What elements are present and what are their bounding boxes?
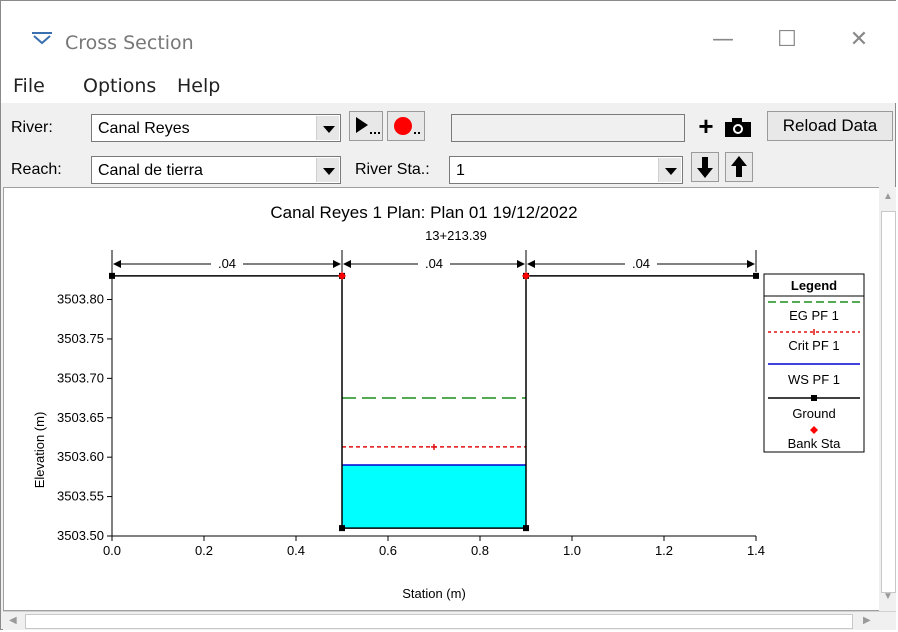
legend-swatch-marker	[811, 395, 817, 401]
x-tick-label: 0.8	[471, 543, 489, 558]
chevron-down-icon[interactable]	[316, 116, 339, 140]
y-tick-label: 3503.60	[57, 449, 104, 464]
manning-n-label: .04	[632, 256, 650, 271]
horizontal-scrollbar[interactable]: ◀ ▶	[3, 611, 896, 630]
ground-line	[112, 275, 756, 529]
x-tick-label: 1.4	[747, 543, 765, 558]
river-select[interactable]: Canal Reyes	[91, 114, 341, 142]
legend: Legend EG PF 1 Crit PF 1 WS PF 1 Ground Bank …	[763, 273, 865, 453]
play-button[interactable]	[349, 111, 383, 141]
arrow-left-icon	[527, 260, 535, 268]
arrow-right-icon	[747, 260, 755, 268]
scroll-down-icon[interactable]: ▼	[883, 591, 893, 602]
y-tick-label: 3503.75	[57, 331, 104, 346]
bank-station-marker	[338, 271, 346, 280]
arrow-left-icon	[113, 260, 121, 268]
manning-n-label: .04	[425, 256, 443, 271]
chevron-down-icon[interactable]	[316, 158, 339, 182]
reach-label: Reach:	[11, 161, 62, 178]
play-icon	[356, 117, 380, 134]
legend-label: Ground	[792, 406, 835, 421]
legend-swatch-marker	[810, 426, 818, 434]
chart-title: Canal Reyes 1 Plan: Plan 01 19/12/2022	[270, 203, 577, 222]
water-surface-icon	[32, 32, 52, 45]
y-tick-label: 3503.65	[57, 410, 104, 425]
y-tick-label: 3503.55	[57, 489, 104, 504]
arrow-down-icon	[697, 157, 713, 178]
menu-help[interactable]: Help	[177, 75, 221, 97]
scroll-right-icon[interactable]: ▶	[863, 615, 871, 626]
scroll-thumb[interactable]	[881, 211, 896, 593]
legend-title: Legend	[791, 278, 837, 293]
reload-data-button[interactable]: Reload Data	[767, 111, 893, 141]
scroll-left-icon[interactable]: ◀	[9, 615, 17, 626]
legend-label: EG PF 1	[789, 308, 839, 323]
river-station-label: River Sta.:	[355, 161, 430, 178]
river-station-select[interactable]: 1	[449, 156, 683, 184]
x-tick-label: 0.4	[287, 543, 305, 558]
y-axis-label: Elevation (m)	[32, 412, 47, 489]
arrow-up-icon	[731, 156, 747, 177]
add-button[interactable]: +	[698, 111, 714, 141]
menu-file[interactable]: File	[13, 75, 45, 97]
legend-label: WS PF 1	[788, 372, 840, 387]
x-tick-label: 0.2	[195, 543, 213, 558]
river-select-value: Canal Reyes	[98, 120, 190, 137]
chevron-down-icon[interactable]	[658, 158, 681, 182]
close-button[interactable]: ✕	[849, 27, 869, 52]
window-title: Cross Section	[65, 32, 194, 54]
menu-bar: File Options Help	[1, 65, 897, 103]
arrow-left-icon	[343, 260, 351, 268]
x-tick-label: 1.0	[563, 543, 581, 558]
maximize-button[interactable]: ☐	[777, 27, 797, 52]
y-tick-label: 3503.80	[57, 292, 104, 307]
record-icon	[394, 117, 420, 135]
river-station-value: 1	[456, 162, 465, 179]
legend-label: Crit PF 1	[788, 338, 839, 353]
ground-point	[753, 272, 759, 279]
y-tick-label: 3503.50	[57, 528, 104, 543]
ground-point	[523, 525, 529, 532]
minimize-button[interactable]: —	[712, 27, 734, 52]
menu-options[interactable]: Options	[83, 75, 157, 97]
plot-area[interactable]: Canal Reyes 1 Plan: Plan 01 19/12/2022 1…	[3, 187, 881, 611]
camera-icon[interactable]	[723, 115, 753, 139]
scroll-up-icon[interactable]: ▲	[883, 191, 893, 202]
vertical-scrollbar[interactable]: ▲ ▼	[879, 187, 896, 611]
cross-section-chart: Canal Reyes 1 Plan: Plan 01 19/12/2022 1…	[32, 203, 865, 601]
bank-station-marker	[522, 271, 530, 280]
scroll-thumb-h[interactable]	[25, 614, 853, 629]
reach-select[interactable]: Canal de tierra	[91, 156, 341, 184]
manning-n-label: .04	[218, 256, 236, 271]
arrow-right-icon	[333, 260, 341, 268]
title-bar: Cross Section — ☐ ✕	[1, 1, 897, 65]
arrow-right-icon	[517, 260, 525, 268]
ground-point	[339, 525, 345, 532]
legend-box	[763, 273, 865, 453]
station-up-button[interactable]	[725, 152, 753, 182]
x-axis-label: Station (m)	[402, 586, 466, 601]
water-fill	[342, 465, 526, 529]
animation-field[interactable]	[451, 114, 685, 142]
river-label: River:	[11, 119, 53, 136]
x-tick-label: 0.0	[103, 543, 121, 558]
x-tick-label: 1.2	[655, 543, 673, 558]
station-down-button[interactable]	[691, 152, 719, 182]
y-tick-label: 3503.70	[57, 370, 104, 385]
ground-point	[109, 272, 115, 279]
record-button[interactable]	[387, 111, 425, 141]
reach-select-value: Canal de tierra	[98, 162, 203, 179]
legend-label: Bank Sta	[788, 436, 842, 451]
x-tick-label: 0.6	[379, 543, 397, 558]
chart-subtitle: 13+213.39	[425, 228, 487, 243]
